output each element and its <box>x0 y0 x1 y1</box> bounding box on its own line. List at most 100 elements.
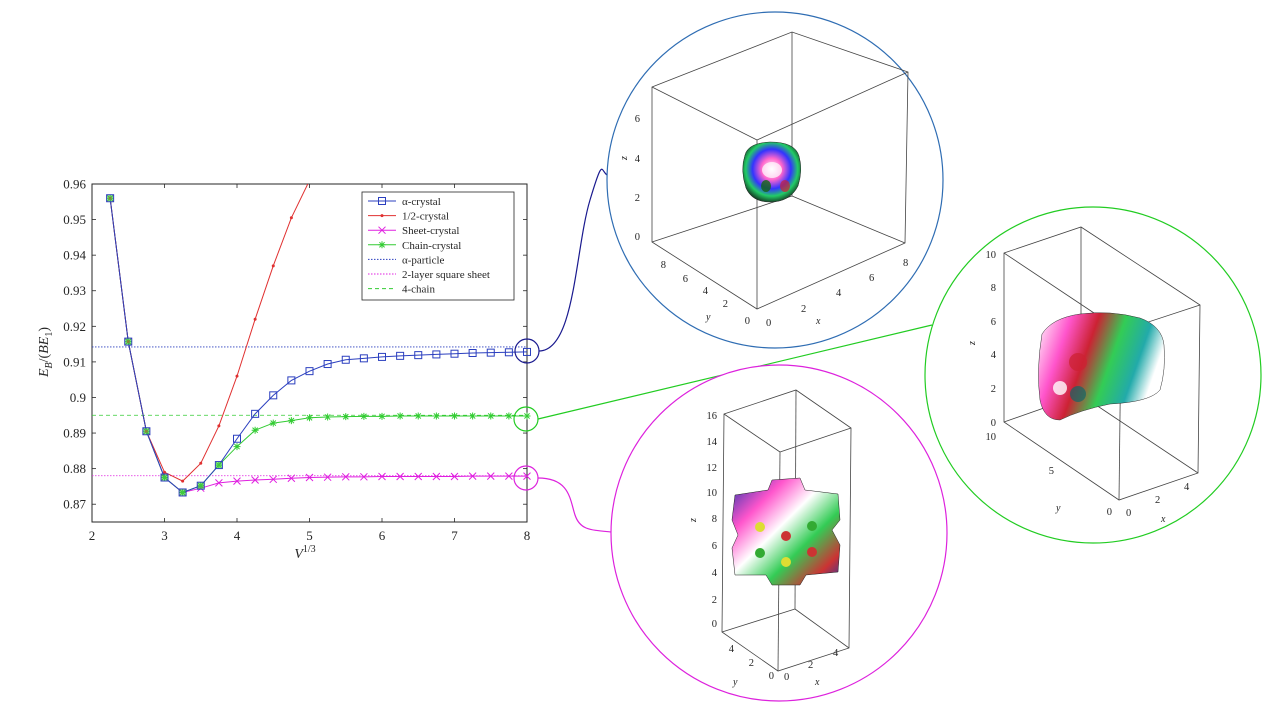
legend-label: Chain-crystal <box>402 240 461 252</box>
inset-alpha-x-label: x <box>815 316 821 327</box>
data-point <box>305 473 314 482</box>
data-point <box>253 317 257 321</box>
data-point <box>380 214 384 218</box>
inset-chain-y-tick: 5 <box>1049 466 1054 477</box>
inset-sheet-y-tick: 2 <box>749 658 754 669</box>
data-point <box>324 413 332 421</box>
legend-label: Sheet-crystal <box>402 225 459 237</box>
inset-alpha-x-tick: 4 <box>836 288 842 299</box>
data-point <box>378 412 386 420</box>
inset-sheet-z-tick: 12 <box>707 463 718 474</box>
data-point <box>217 424 221 428</box>
inset-alpha-y-tick: 6 <box>683 274 688 285</box>
inset-chain-soliton <box>1038 312 1165 421</box>
inset-sheet: z 0 2 4 6 8 10 12 14 16 4 2 0 y 0 2 4 x <box>610 364 948 702</box>
inset-chain-z-tick: 10 <box>986 250 997 261</box>
legend-box <box>361 191 515 301</box>
y-axis-ticks: 0.87 0.88 0.89 0.9 0.91 0.92 0.93 0.94 0.95 0.96 <box>63 177 527 512</box>
inset-alpha-y-tick: 4 <box>703 286 709 297</box>
inset-alpha-z-tick: 0 <box>635 232 640 243</box>
data-point <box>523 412 531 420</box>
x-tick-label: 7 <box>451 528 458 543</box>
inset-chain-z-label: z <box>967 341 978 346</box>
data-point <box>432 412 440 420</box>
x-tick-label: 4 <box>234 528 241 543</box>
x-tick-label: 8 <box>524 528 531 543</box>
data-point <box>124 337 133 346</box>
data-point <box>414 351 423 360</box>
inset-chain-z-tick: 8 <box>991 283 996 294</box>
data-point <box>360 472 368 481</box>
data-point <box>378 197 386 205</box>
data-point <box>468 349 477 357</box>
inset-chain: z 0 2 4 6 8 10 10 5 0 y 0 2 4 x <box>924 206 1262 544</box>
legend-label: 2-layer square sheet <box>402 269 490 281</box>
data-point <box>486 348 495 357</box>
x-tick-label: 2 <box>89 528 96 543</box>
data-point <box>432 350 441 359</box>
data-point <box>306 414 313 422</box>
inset-alpha-x-tick: 6 <box>869 273 874 284</box>
x-axis-ticks: 2 3 4 5 6 7 8 <box>89 184 531 543</box>
data-point <box>233 443 241 451</box>
data-point <box>106 194 115 203</box>
inset-chain-y-tick: 10 <box>986 432 997 443</box>
inset-alpha-x-tick: 0 <box>766 318 771 329</box>
inset-sheet-y-tick: 4 <box>729 644 735 655</box>
data-point <box>396 412 404 420</box>
data-point <box>161 474 168 481</box>
inset-chain-x-tick: 2 <box>1155 495 1160 506</box>
data-point <box>360 412 368 420</box>
data-point <box>486 472 495 480</box>
y-tick-label: 0.95 <box>63 212 86 227</box>
inset-sheet-x-label: x <box>814 677 820 688</box>
data-point <box>396 472 404 481</box>
y-tick-label: 0.87 <box>63 497 86 512</box>
data-point <box>450 349 459 358</box>
inset-alpha-y-tick: 2 <box>723 299 728 310</box>
inset-sheet-z-tick: 8 <box>712 514 717 525</box>
data-point <box>505 412 513 420</box>
inset-sheet-z-label: z <box>688 518 699 523</box>
data-point <box>197 482 204 489</box>
data-point <box>251 409 260 418</box>
inset-sheet-x-tick: 4 <box>833 648 839 659</box>
data-point <box>233 434 241 443</box>
data-point <box>523 472 531 480</box>
inset-alpha-box <box>651 31 909 310</box>
data-point <box>451 412 458 420</box>
inset-chain-z-tick: 2 <box>991 384 996 395</box>
inset-sheet-z-tick: 14 <box>707 437 718 448</box>
y-tick-label: 0.94 <box>63 248 86 263</box>
data-point <box>214 461 223 470</box>
legend: α-crystal 1/2-crystal Sheet-crystal Chain-c… <box>361 191 515 301</box>
connector-alpha <box>538 168 611 352</box>
inset-alpha-z-label: z <box>619 156 630 161</box>
y-axis-label: EB/(BE1) <box>37 327 55 378</box>
legend-label: α-particle <box>402 254 445 266</box>
inset-chain-y-tick: 0 <box>1107 507 1112 518</box>
y-tick-label: 0.88 <box>63 461 86 476</box>
data-point <box>125 338 132 345</box>
y-tick-label: 0.9 <box>70 390 86 405</box>
data-point <box>504 348 513 357</box>
data-point <box>179 489 186 496</box>
inset-sheet-z-tick: 6 <box>712 541 717 552</box>
data-point <box>341 472 350 481</box>
inset-alpha-z-tick: 2 <box>635 193 640 204</box>
legend-label: α-crystal <box>402 196 441 208</box>
data-point <box>378 226 386 235</box>
data-point <box>142 427 151 436</box>
data-point <box>287 417 295 425</box>
data-point <box>143 428 150 435</box>
data-point <box>469 412 477 420</box>
data-point <box>414 472 423 481</box>
data-point <box>215 479 223 487</box>
data-point <box>305 367 314 376</box>
inset-sheet-z-tick: 16 <box>707 411 718 422</box>
inset-chain-x-tick: 4 <box>1184 482 1190 493</box>
inset-alpha-y-tick: 8 <box>661 260 666 271</box>
data-point <box>505 472 513 480</box>
data-point <box>107 195 114 202</box>
